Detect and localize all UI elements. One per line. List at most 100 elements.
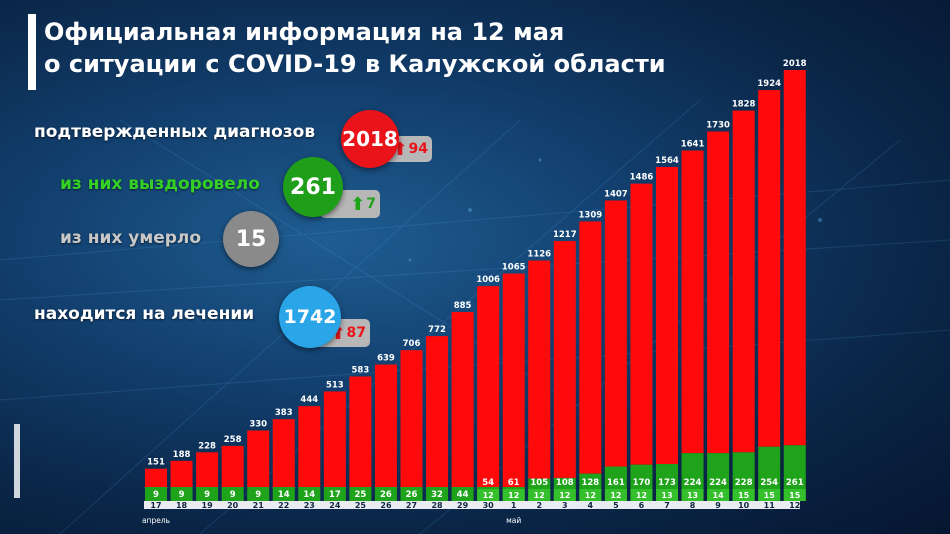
bar-recovered: [374, 487, 397, 501]
bar-recovered: [323, 487, 346, 501]
x-tick-label: 3: [562, 501, 568, 510]
x-tick-label: 4: [588, 501, 594, 510]
label-died: 15: [738, 491, 750, 500]
label-total: 330: [249, 420, 267, 430]
bar-total: [221, 445, 244, 487]
bar-died: [579, 489, 602, 501]
label-died: 12: [585, 491, 596, 500]
bar-died: [630, 489, 653, 501]
label-total: 228: [198, 441, 216, 451]
title-line-2: о ситуации с COVID-19 в Калужской област…: [44, 50, 666, 78]
label-total: 1407: [604, 189, 628, 199]
x-tick-label: 18: [176, 501, 188, 510]
label-recovered: 26: [406, 490, 418, 500]
x-tick-label: 11: [764, 501, 776, 510]
bar-total: [145, 468, 167, 487]
label-recovered: 173: [658, 478, 676, 488]
label-recovered: 9: [230, 490, 236, 500]
label-died: 15: [764, 491, 776, 500]
bar-recovered: [145, 487, 167, 501]
label-recovered: 61: [508, 478, 520, 488]
bar-recovered: [426, 487, 449, 501]
recovered-label: из них выздоровело: [60, 174, 260, 194]
x-tick-label: 1: [511, 501, 517, 510]
confirmed-circle: 2018: [341, 110, 399, 168]
bar-died: [707, 489, 730, 501]
label-recovered: 224: [684, 478, 702, 488]
bar-total: [732, 110, 755, 453]
bar-total: [579, 221, 602, 474]
treatment-label: находится на лечении: [34, 304, 255, 324]
bar-recovered: [221, 487, 244, 501]
bar-recovered: [349, 487, 372, 501]
x-tick-label: 12: [789, 501, 800, 510]
bar-total: [374, 364, 397, 487]
label-recovered: 14: [303, 490, 315, 500]
x-tick-label: 6: [639, 501, 645, 510]
bar-total: [170, 460, 193, 487]
label-total: 583: [352, 365, 370, 375]
x-tick-label: 10: [738, 501, 750, 510]
bar-total: [553, 241, 576, 478]
label-recovered: 161: [607, 478, 625, 488]
label-recovered: 108: [556, 478, 574, 488]
x-tick-label: 29: [457, 501, 469, 510]
confirmed-delta: 94: [408, 141, 428, 157]
recovered-circle: 261: [283, 157, 343, 217]
died-label: из них умерло: [60, 228, 202, 248]
bar-died: [502, 489, 525, 501]
bar-total: [656, 166, 678, 465]
label-total: 1924: [757, 79, 781, 89]
label-total: 2018: [783, 59, 807, 69]
label-total: 1730: [706, 121, 730, 131]
label-total: 639: [377, 354, 395, 364]
label-recovered: 261: [786, 478, 804, 488]
label-recovered: 44: [457, 490, 469, 500]
bar-total: [247, 430, 270, 487]
label-recovered: 25: [354, 490, 366, 500]
bar-recovered: [732, 452, 755, 501]
bar-recovered: [783, 445, 806, 501]
bar-total: [630, 183, 653, 465]
label-recovered: 14: [278, 490, 290, 500]
label-recovered: 9: [179, 490, 185, 500]
label-total: 1828: [732, 100, 756, 110]
bar-died: [553, 489, 576, 501]
recovered-delta-box: ⬆ 7: [320, 190, 380, 218]
x-tick-label: 24: [329, 501, 341, 510]
label-total: 151: [147, 458, 165, 468]
bar-died: [477, 489, 500, 501]
bar-recovered: [247, 487, 270, 501]
bar-recovered: [298, 487, 321, 501]
label-total: 1065: [502, 263, 526, 273]
label-total: 513: [326, 380, 344, 390]
treatment-delta: 87: [346, 325, 366, 341]
bar-total: [451, 311, 474, 487]
bar-died: [604, 489, 627, 501]
label-total: 1006: [476, 275, 500, 285]
month-label: май: [506, 516, 521, 525]
x-tick-label: 2: [536, 501, 542, 510]
month-label: апрель: [142, 516, 170, 525]
label-total: 1217: [553, 230, 577, 240]
label-total: 188: [173, 450, 191, 460]
title-line-1: Официальная информация на 12 мая: [44, 18, 565, 46]
bar-total: [349, 376, 372, 487]
title-accent-bar: [28, 14, 36, 90]
label-recovered: 254: [760, 478, 778, 488]
label-died: 12: [610, 491, 621, 500]
bar-died: [758, 489, 781, 501]
x-tick-label: 27: [406, 501, 417, 510]
recovered-delta: 7: [366, 196, 376, 212]
bar-total: [400, 350, 423, 487]
bar-recovered: [758, 446, 781, 501]
bar-total: [528, 260, 551, 479]
x-axis-strip: [144, 501, 800, 509]
label-died: 12: [534, 491, 545, 500]
bar-total: [502, 273, 525, 487]
label-died: 13: [661, 491, 672, 500]
bar-total: [681, 150, 704, 454]
bar-died: [528, 489, 551, 501]
x-tick-label: 5: [613, 501, 619, 510]
